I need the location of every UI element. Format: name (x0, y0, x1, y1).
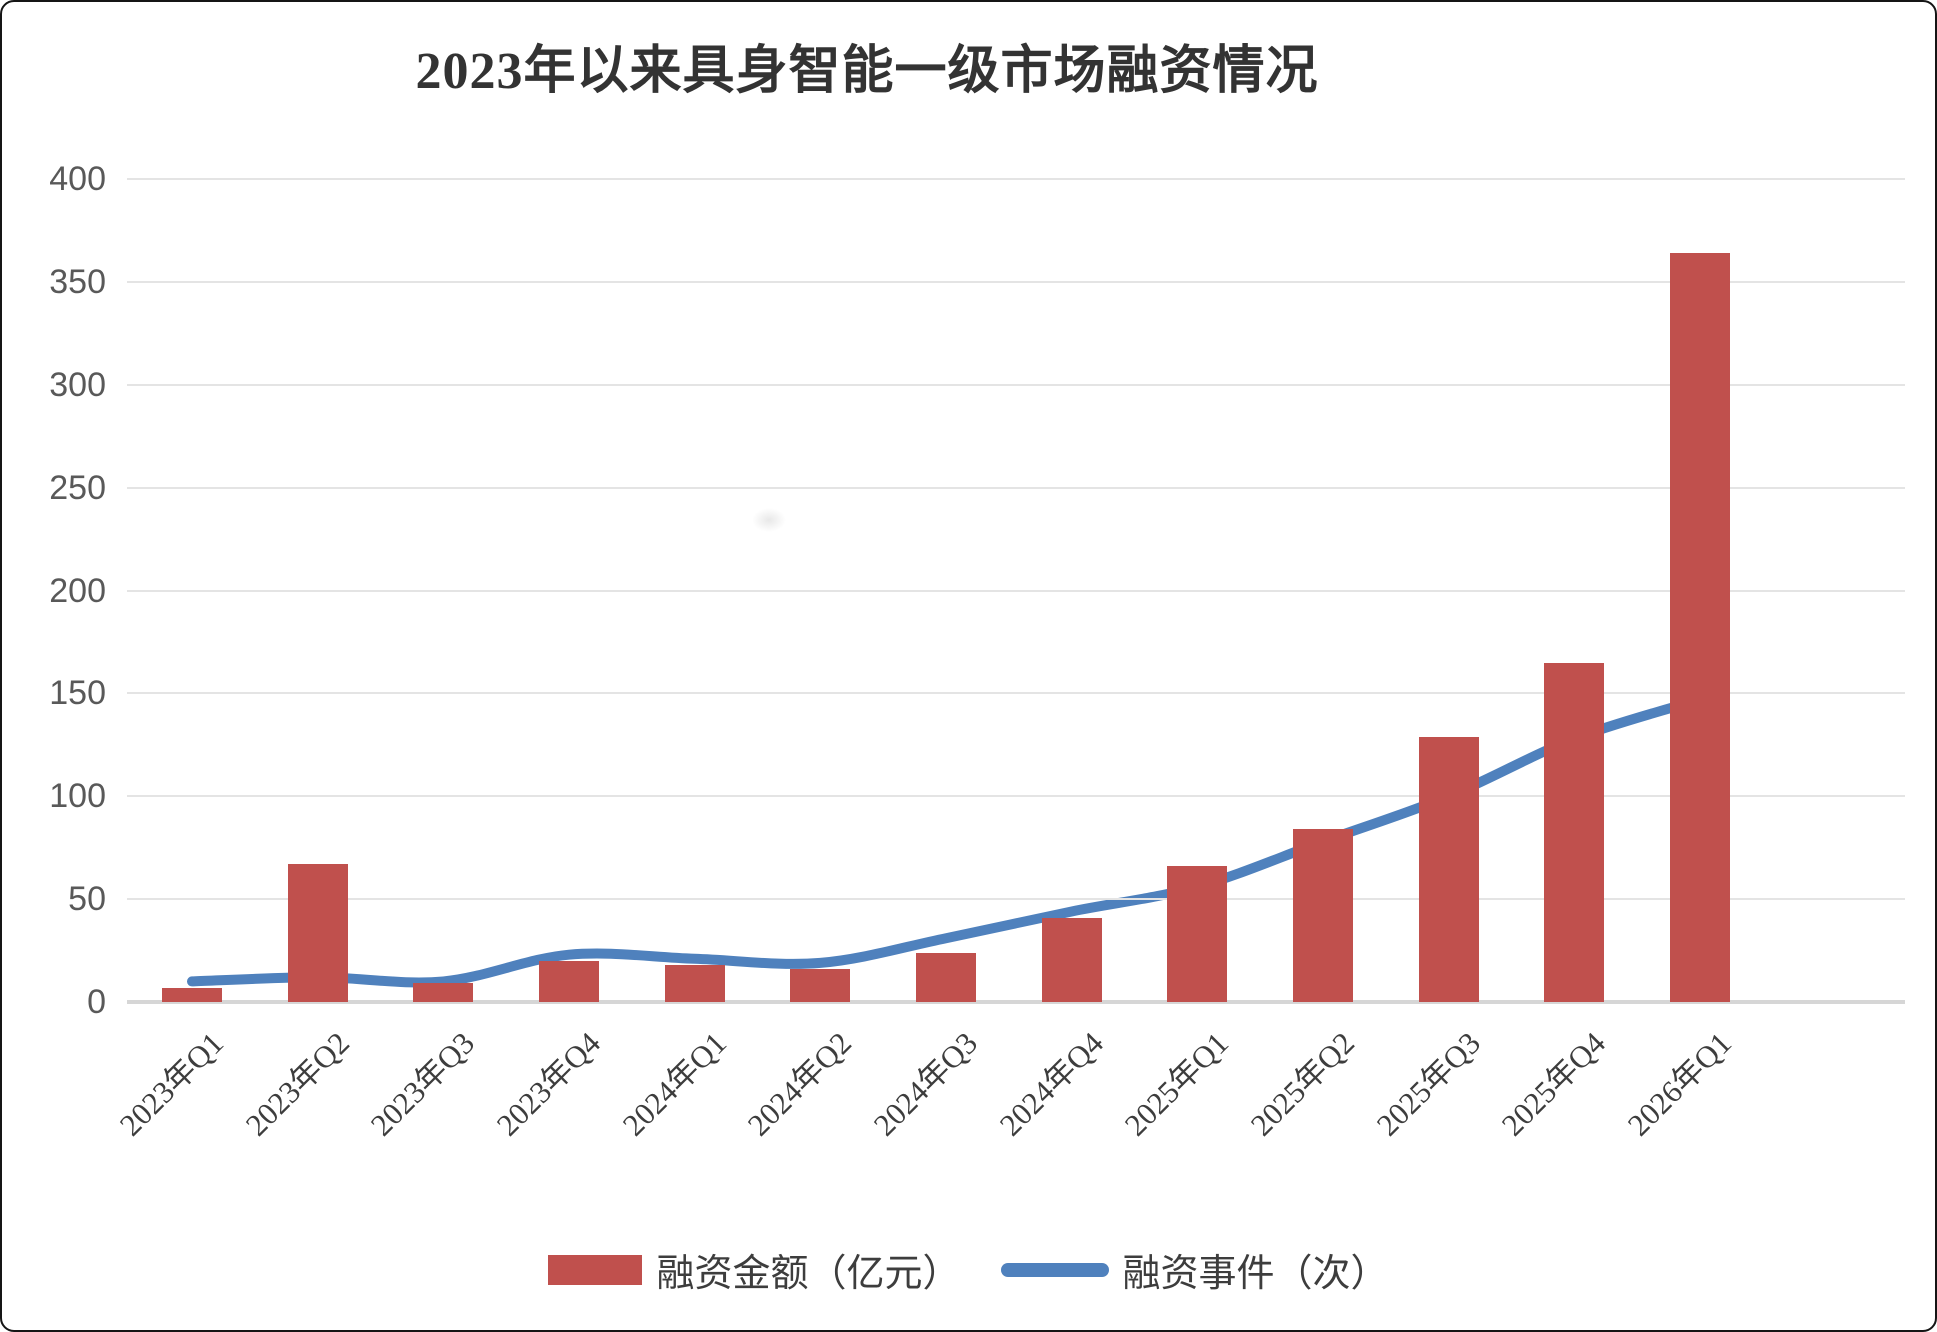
bar-2024年Q2 (790, 969, 851, 1002)
y-axis-tick-label-400: 400 (49, 160, 106, 198)
gridline-50 (127, 898, 1905, 901)
gridline-200 (127, 589, 1905, 592)
legend-bar-label: 融资金额（亿元） (656, 1253, 961, 1295)
bar-2024年Q1 (664, 964, 725, 1002)
y-axis-tick-label-50: 50 (68, 880, 106, 919)
y-axis-tick-label-150: 150 (49, 674, 106, 713)
gridline-350 (127, 280, 1905, 283)
bar-2024年Q3 (916, 952, 977, 1002)
y-axis-tick-label-200: 200 (49, 571, 106, 610)
gridline-100 (127, 795, 1905, 798)
legend-line-label: 融资事件（次） (1122, 1253, 1389, 1295)
bar-2026年Q1 (1670, 253, 1731, 1002)
gridline-300 (127, 383, 1905, 386)
y-axis-tick-label-250: 250 (49, 468, 106, 507)
gridline-150 (127, 692, 1905, 695)
bar-2023年Q2 (287, 864, 348, 1002)
bar-2023年Q1 (162, 987, 222, 1002)
legend-bar-swatch (548, 1254, 643, 1285)
chart-title: 2023年以来具身智能一级市场融资情况 (415, 43, 1319, 100)
legend: 融资金额（亿元） 融资事件（次） (2, 1242, 1935, 1297)
y-axis-tick-label-100: 100 (49, 777, 106, 816)
bar-2024年Q4 (1041, 917, 1102, 1002)
bar-2025年Q4 (1544, 662, 1605, 1002)
y-axis-tick-label-350: 350 (49, 262, 106, 301)
bar-2023年Q4 (539, 960, 599, 1002)
bar-2025年Q1 (1167, 866, 1228, 1002)
bar-2025年Q3 (1418, 736, 1479, 1002)
y-axis-tick-label-300: 300 (49, 365, 106, 404)
x-axis-line (127, 1000, 1905, 1004)
gridline-400 (127, 178, 1905, 180)
legend-line-swatch (1000, 1262, 1109, 1277)
bar-2023年Q3 (413, 983, 474, 1002)
y-axis-tick-label-0: 0 (87, 983, 106, 1021)
bar-2025年Q2 (1293, 829, 1354, 1002)
gridline-250 (127, 486, 1905, 489)
watermark-smudge (752, 508, 786, 532)
